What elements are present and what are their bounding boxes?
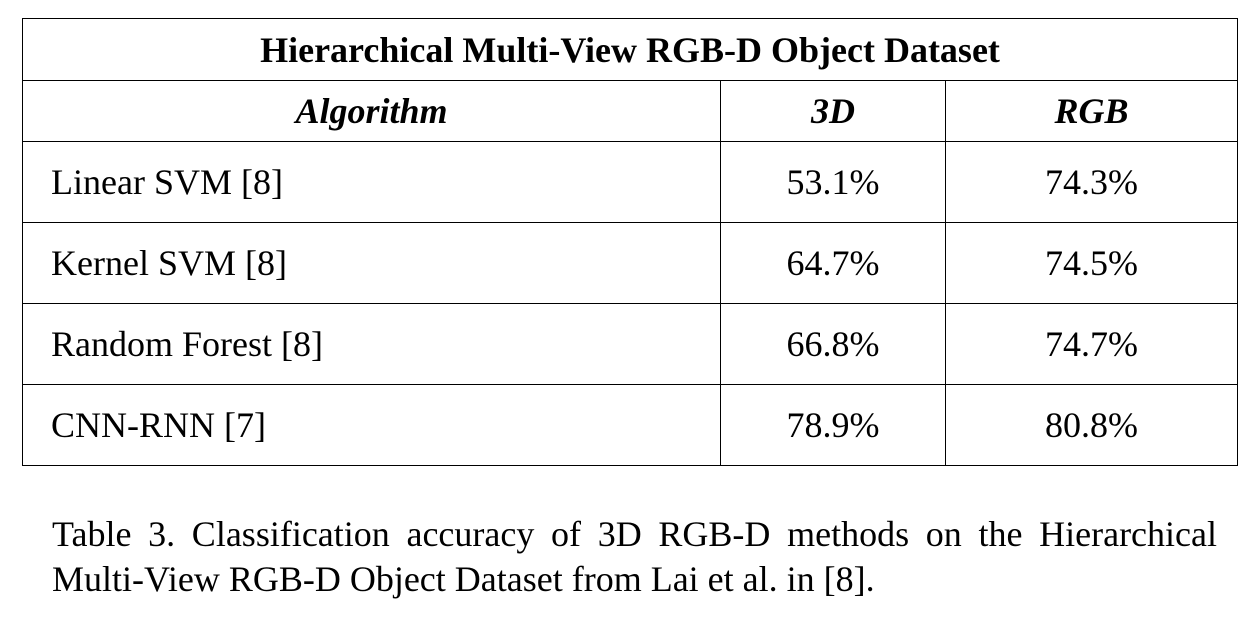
- accuracy-rgb-cell: 74.7%: [945, 303, 1238, 385]
- algorithm-cell: Linear SVM [8]: [22, 141, 721, 223]
- column-header-algorithm: Algorithm: [22, 80, 721, 142]
- algorithm-cell: Random Forest [8]: [22, 303, 721, 385]
- accuracy-rgb-cell: 80.8%: [945, 384, 1238, 466]
- table-row: Linear SVM [8] 53.1% 74.3%: [22, 141, 1238, 223]
- algorithm-cell: Kernel SVM [8]: [22, 222, 721, 304]
- accuracy-3d-cell: 66.8%: [720, 303, 946, 385]
- table-row: Kernel SVM [8] 64.7% 74.5%: [22, 222, 1238, 304]
- table-header-row: Algorithm 3D RGB: [22, 80, 1238, 142]
- table-row: CNN-RNN [7] 78.9% 80.8%: [22, 384, 1238, 466]
- accuracy-3d-cell: 64.7%: [720, 222, 946, 304]
- accuracy-rgb-cell: 74.3%: [945, 141, 1238, 223]
- accuracy-rgb-cell: 74.5%: [945, 222, 1238, 304]
- accuracy-3d-cell: 53.1%: [720, 141, 946, 223]
- column-header-3d: 3D: [720, 80, 946, 142]
- table-row: Random Forest [8] 66.8% 74.7%: [22, 303, 1238, 385]
- accuracy-3d-cell: 78.9%: [720, 384, 946, 466]
- table-title: Hierarchical Multi-View RGB-D Object Dat…: [22, 18, 1238, 81]
- table-title-row: Hierarchical Multi-View RGB-D Object Dat…: [22, 18, 1238, 81]
- table-caption: Table 3. Classification accuracy of 3D R…: [52, 514, 1217, 599]
- column-header-rgb: RGB: [945, 80, 1238, 142]
- algorithm-cell: CNN-RNN [7]: [22, 384, 721, 466]
- results-table: Hierarchical Multi-View RGB-D Object Dat…: [22, 18, 1238, 466]
